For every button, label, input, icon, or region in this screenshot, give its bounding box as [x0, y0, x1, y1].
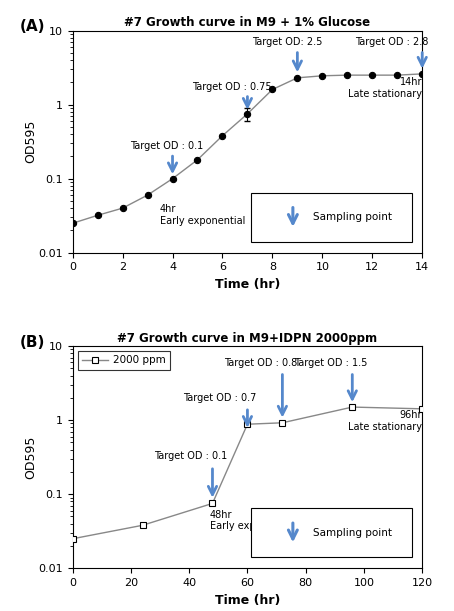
- Text: Target OD : 0.7: Target OD : 0.7: [183, 393, 257, 403]
- Text: 4hr
Early exponential: 4hr Early exponential: [160, 204, 246, 226]
- Text: Target OD : 0.75: Target OD : 0.75: [192, 82, 272, 92]
- Text: Target OD : 0.8: Target OD : 0.8: [224, 358, 297, 368]
- X-axis label: Time (hr): Time (hr): [215, 593, 280, 607]
- Text: Target OD : 1.5: Target OD : 1.5: [294, 358, 367, 368]
- Legend: 2000 ppm: 2000 ppm: [78, 351, 170, 370]
- Y-axis label: OD595: OD595: [24, 436, 37, 479]
- Y-axis label: OD595: OD595: [24, 120, 37, 163]
- FancyBboxPatch shape: [251, 192, 412, 241]
- Text: 14hr
Late stationary: 14hr Late stationary: [348, 77, 422, 99]
- Text: Sampling point: Sampling point: [313, 528, 392, 538]
- Text: Target OD : 0.1: Target OD : 0.1: [154, 451, 227, 461]
- Text: Target OD : 2.8: Target OD : 2.8: [355, 37, 428, 47]
- Text: Target OD: 2.5: Target OD: 2.5: [252, 37, 323, 47]
- Title: #7 Growth curve in M9+IDPN 2000ppm: #7 Growth curve in M9+IDPN 2000ppm: [118, 332, 377, 345]
- Text: 48hr
Early exponential: 48hr Early exponential: [210, 510, 295, 531]
- Text: Target OD : 0.1: Target OD : 0.1: [130, 141, 203, 150]
- FancyBboxPatch shape: [251, 508, 412, 557]
- Text: Sampling point: Sampling point: [313, 212, 392, 222]
- Text: (A): (A): [20, 20, 46, 34]
- Title: #7 Growth curve in M9 + 1% Glucose: #7 Growth curve in M9 + 1% Glucose: [124, 16, 370, 29]
- X-axis label: Time (hr): Time (hr): [215, 278, 280, 291]
- Text: (B): (B): [20, 335, 45, 350]
- Text: 96hr
Late stationary: 96hr Late stationary: [348, 411, 422, 432]
